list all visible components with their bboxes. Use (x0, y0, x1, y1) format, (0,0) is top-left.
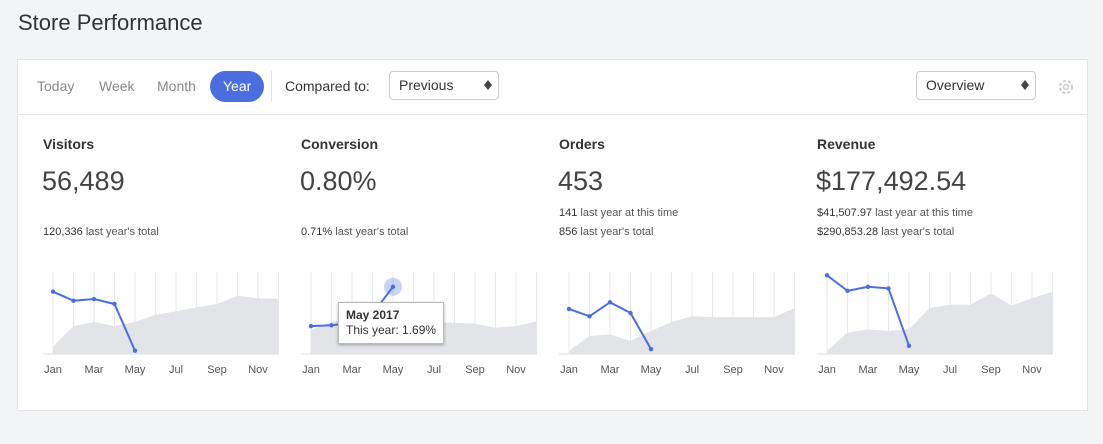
x-tick-label: Nov (248, 364, 268, 376)
point (886, 286, 891, 291)
x-tick-label: May (899, 364, 920, 376)
sub-value: 141 (559, 207, 578, 219)
sub-line: 856 last year's total (559, 226, 653, 238)
x-tick-label: Nov (1022, 364, 1042, 376)
settings-icon[interactable] (1057, 78, 1075, 96)
sub-label: last year at this time (875, 207, 973, 219)
sparkline-chart: Jan Mar May Jul Sep Nov (817, 272, 1053, 376)
point (91, 296, 97, 302)
sub-label: last year's total (85, 226, 159, 238)
point (824, 273, 830, 278)
point (628, 310, 633, 316)
x-tick-label: Jan (44, 364, 62, 376)
x-tick-label: Nov (764, 364, 784, 376)
compare-label: Compared to: (285, 78, 370, 94)
x-tick-label: Jul (943, 364, 957, 376)
metric-value: $177,492.54 (816, 166, 967, 196)
x-tick-label: May (641, 364, 662, 376)
x-tick-label: Jul (427, 364, 441, 376)
point (390, 284, 396, 289)
select-text: Overview (926, 77, 985, 93)
tooltip: May 2017 This year: 1.69% (338, 302, 445, 344)
point (329, 323, 334, 328)
sparkline-chart: Jan Mar May Jul Sep Nov (43, 272, 279, 376)
metric-label: Visitors (43, 136, 95, 152)
x-tick-label: May (125, 364, 146, 376)
point (132, 348, 138, 353)
metric-value: 56,489 (42, 166, 125, 196)
sub-label: last year's total (335, 226, 409, 238)
point (906, 343, 912, 348)
x-tick-label: Jan (302, 364, 320, 376)
metric-value: 0.80% (300, 166, 377, 196)
sub-value: $290,853.28 (817, 226, 879, 238)
x-tick-label: Sep (465, 364, 485, 376)
sub-line: $290,853.28 last year's total (817, 226, 954, 238)
x-tick-label: Jul (685, 364, 699, 376)
area (827, 291, 1053, 354)
x-tick-label: Jan (818, 364, 836, 376)
page-title: Store Performance (18, 10, 203, 35)
sub-line: $41,507.97 last year at this time (817, 207, 973, 219)
tooltip-text: This year: 1.69% (346, 323, 437, 337)
view-select[interactable]: Overview (916, 71, 1036, 100)
x-tick-label: Jul (169, 364, 183, 376)
tab-active[interactable]: Year (210, 71, 265, 102)
x-tick-label: Mar (343, 364, 362, 376)
tab[interactable]: Week (99, 78, 135, 94)
point (71, 298, 76, 303)
metric-label: Conversion (301, 136, 379, 152)
metric-label: Revenue (817, 136, 876, 152)
sub-line: 120,336 last year's total (43, 226, 159, 238)
sub-label: last year's total (580, 226, 654, 238)
point (648, 346, 654, 352)
x-tick-label: Jan (560, 364, 578, 376)
area (569, 308, 795, 354)
point (112, 301, 117, 307)
toolbar (17, 59, 1088, 115)
sparkline-chart: Jan Mar May Jul Sep Nov (559, 272, 795, 376)
x-tick-label: Sep (723, 364, 743, 376)
point (50, 289, 56, 294)
sub-value: $41,507.97 (817, 207, 873, 219)
sub-line: 0.71% last year's total (301, 226, 408, 238)
point (308, 323, 314, 329)
metric-label: Orders (559, 136, 605, 152)
select-text: Previous (399, 77, 454, 93)
tab[interactable]: Today (37, 78, 75, 94)
sub-value: 0.71% (301, 226, 333, 238)
tooltip-title: May 2017 (346, 308, 400, 322)
x-tick-label: Sep (207, 364, 227, 376)
x-tick-label: Nov (506, 364, 526, 376)
hover-halo (384, 277, 402, 296)
point (865, 284, 871, 289)
x-tick-label: May (383, 364, 404, 376)
separator (271, 71, 272, 102)
point (607, 300, 613, 305)
sub-value: 856 (559, 226, 578, 238)
x-tick-label: Mar (601, 364, 620, 376)
area (53, 295, 279, 354)
metric-value: 453 (558, 166, 604, 196)
point (845, 288, 850, 294)
tab[interactable]: Month (157, 78, 196, 94)
sub-line: 141 last year at this time (559, 207, 678, 219)
sub-label: last year at this time (580, 207, 679, 219)
point (566, 306, 572, 312)
x-tick-label: Sep (981, 364, 1001, 376)
x-tick-label: Mar (85, 364, 104, 376)
sub-label: last year's total (881, 226, 955, 238)
x-tick-label: Mar (859, 364, 878, 376)
sub-value: 120,336 (43, 226, 83, 238)
compare-select[interactable]: Previous (389, 71, 499, 100)
point (587, 314, 592, 319)
